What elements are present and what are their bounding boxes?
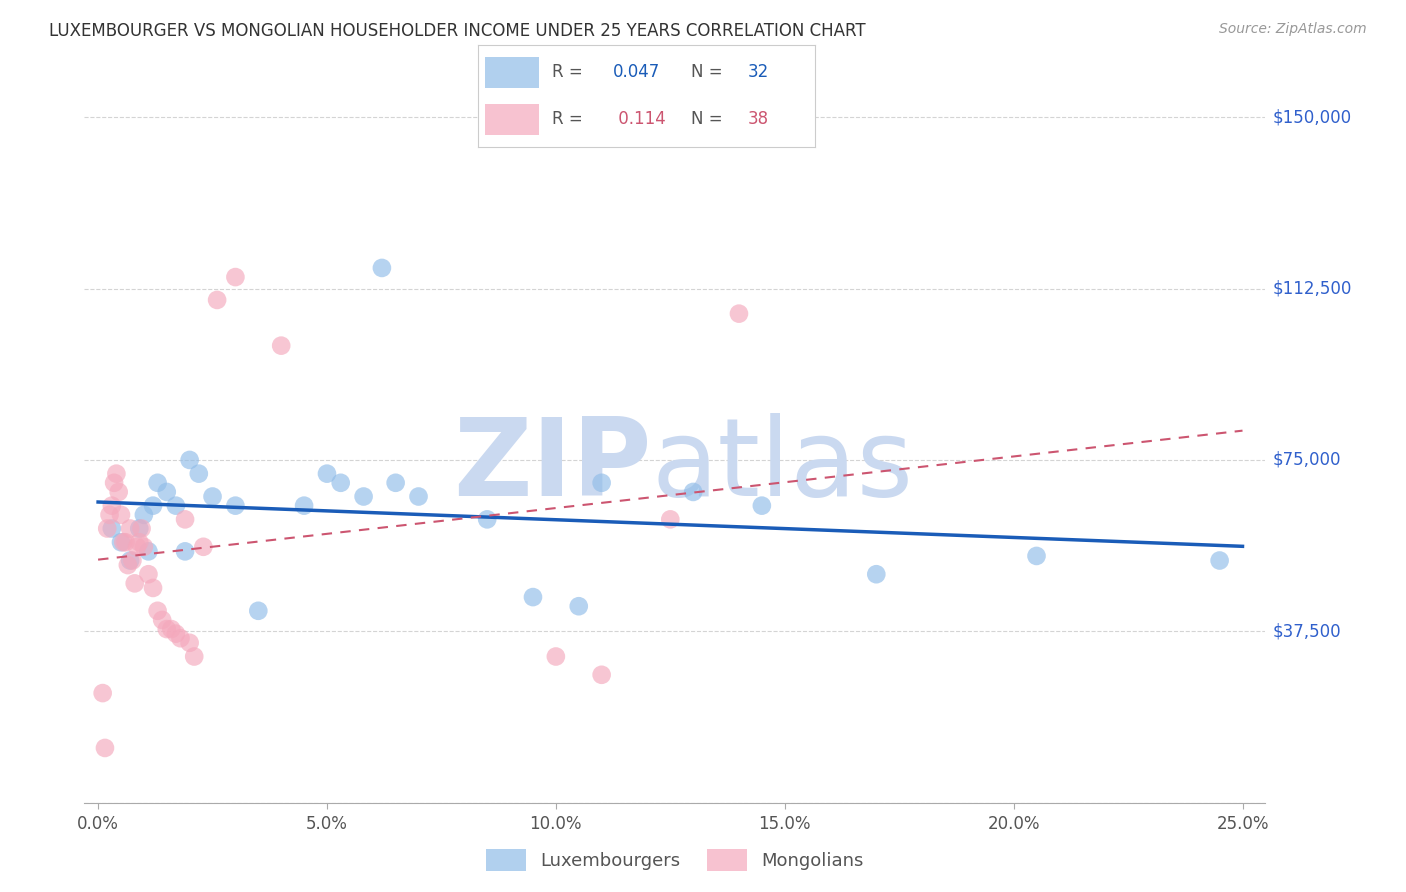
- Point: [183, 649, 205, 664]
- Point: [156, 622, 179, 636]
- Point: [132, 540, 155, 554]
- Point: [105, 467, 128, 481]
- Point: [128, 535, 150, 549]
- Point: [146, 604, 169, 618]
- Text: atlas: atlas: [651, 413, 914, 519]
- Point: [98, 508, 121, 522]
- Point: [107, 485, 129, 500]
- Point: [591, 475, 613, 490]
- Point: [329, 475, 352, 490]
- Point: [1025, 549, 1047, 563]
- Point: [316, 467, 339, 481]
- Point: [591, 667, 613, 681]
- Point: [193, 540, 215, 554]
- Point: [522, 590, 544, 604]
- Text: 38: 38: [748, 111, 769, 128]
- Point: [371, 260, 394, 275]
- Point: [103, 475, 125, 490]
- Point: [270, 338, 292, 352]
- Text: LUXEMBOURGER VS MONGOLIAN HOUSEHOLDER INCOME UNDER 25 YEARS CORRELATION CHART: LUXEMBOURGER VS MONGOLIAN HOUSEHOLDER IN…: [49, 22, 866, 40]
- Point: [132, 508, 155, 522]
- Point: [201, 490, 224, 504]
- Point: [110, 535, 132, 549]
- Point: [138, 567, 160, 582]
- Point: [408, 490, 430, 504]
- Point: [224, 270, 246, 285]
- Point: [146, 475, 169, 490]
- Point: [865, 567, 887, 582]
- Text: 0.047: 0.047: [613, 63, 661, 81]
- Point: [131, 521, 153, 535]
- Point: [659, 512, 682, 526]
- Point: [165, 626, 187, 640]
- Point: [124, 576, 146, 591]
- Point: [101, 521, 124, 535]
- Point: [120, 553, 142, 567]
- Point: [128, 521, 150, 535]
- Point: [682, 485, 704, 500]
- Legend: Luxembourgers, Mongolians: Luxembourgers, Mongolians: [478, 841, 872, 878]
- Point: [150, 613, 173, 627]
- Point: [292, 499, 315, 513]
- Point: [160, 622, 183, 636]
- Point: [138, 544, 160, 558]
- Text: $75,000: $75,000: [1272, 451, 1341, 469]
- Point: [179, 636, 201, 650]
- Text: R =: R =: [553, 63, 583, 81]
- Point: [1208, 553, 1230, 567]
- Bar: [485, 57, 538, 87]
- Text: N =: N =: [690, 111, 723, 128]
- Text: 32: 32: [748, 63, 769, 81]
- Point: [751, 499, 773, 513]
- Text: 0.114: 0.114: [613, 111, 666, 128]
- Point: [477, 512, 499, 526]
- Point: [169, 632, 191, 646]
- Point: [224, 499, 246, 513]
- Point: [121, 553, 143, 567]
- Point: [247, 604, 270, 618]
- Point: [544, 649, 567, 664]
- Point: [728, 307, 751, 321]
- Point: [179, 453, 201, 467]
- Point: [156, 485, 179, 500]
- Text: $150,000: $150,000: [1272, 108, 1351, 126]
- Point: [174, 544, 197, 558]
- Point: [91, 686, 114, 700]
- Point: [142, 499, 165, 513]
- Point: [353, 490, 375, 504]
- Point: [96, 521, 118, 535]
- Point: [120, 521, 142, 535]
- Point: [568, 599, 591, 614]
- Text: $37,500: $37,500: [1272, 623, 1341, 640]
- Point: [117, 558, 139, 573]
- Text: $112,500: $112,500: [1272, 279, 1351, 298]
- Bar: [485, 104, 538, 135]
- Point: [205, 293, 228, 307]
- Text: ZIP: ZIP: [453, 413, 651, 519]
- Point: [174, 512, 197, 526]
- Text: N =: N =: [690, 63, 723, 81]
- Point: [125, 540, 148, 554]
- Point: [110, 508, 132, 522]
- Point: [114, 535, 136, 549]
- Point: [187, 467, 209, 481]
- Point: [142, 581, 165, 595]
- Point: [384, 475, 406, 490]
- Text: Source: ZipAtlas.com: Source: ZipAtlas.com: [1219, 22, 1367, 37]
- Point: [165, 499, 187, 513]
- Point: [112, 535, 135, 549]
- Point: [94, 740, 117, 755]
- Point: [101, 499, 124, 513]
- Text: R =: R =: [553, 111, 583, 128]
